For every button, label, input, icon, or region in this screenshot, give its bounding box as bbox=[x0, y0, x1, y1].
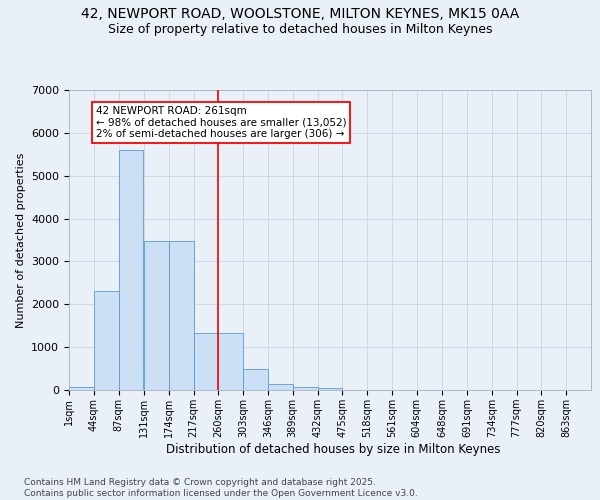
Bar bbox=[119, 150, 143, 390]
Bar bbox=[169, 241, 194, 390]
Bar bbox=[243, 370, 268, 390]
Bar bbox=[293, 387, 317, 390]
Bar bbox=[69, 387, 94, 390]
Bar bbox=[218, 334, 243, 390]
Text: 42, NEWPORT ROAD, WOOLSTONE, MILTON KEYNES, MK15 0AA: 42, NEWPORT ROAD, WOOLSTONE, MILTON KEYN… bbox=[81, 8, 519, 22]
Bar bbox=[317, 388, 343, 390]
Y-axis label: Number of detached properties: Number of detached properties bbox=[16, 152, 26, 328]
Bar bbox=[194, 334, 218, 390]
Bar bbox=[144, 241, 169, 390]
Text: Size of property relative to detached houses in Milton Keynes: Size of property relative to detached ho… bbox=[108, 22, 492, 36]
Text: Distribution of detached houses by size in Milton Keynes: Distribution of detached houses by size … bbox=[166, 442, 500, 456]
Text: Contains HM Land Registry data © Crown copyright and database right 2025.
Contai: Contains HM Land Registry data © Crown c… bbox=[24, 478, 418, 498]
Bar bbox=[94, 292, 119, 390]
Text: 42 NEWPORT ROAD: 261sqm
← 98% of detached houses are smaller (13,052)
2% of semi: 42 NEWPORT ROAD: 261sqm ← 98% of detache… bbox=[95, 106, 346, 139]
Bar bbox=[268, 384, 293, 390]
